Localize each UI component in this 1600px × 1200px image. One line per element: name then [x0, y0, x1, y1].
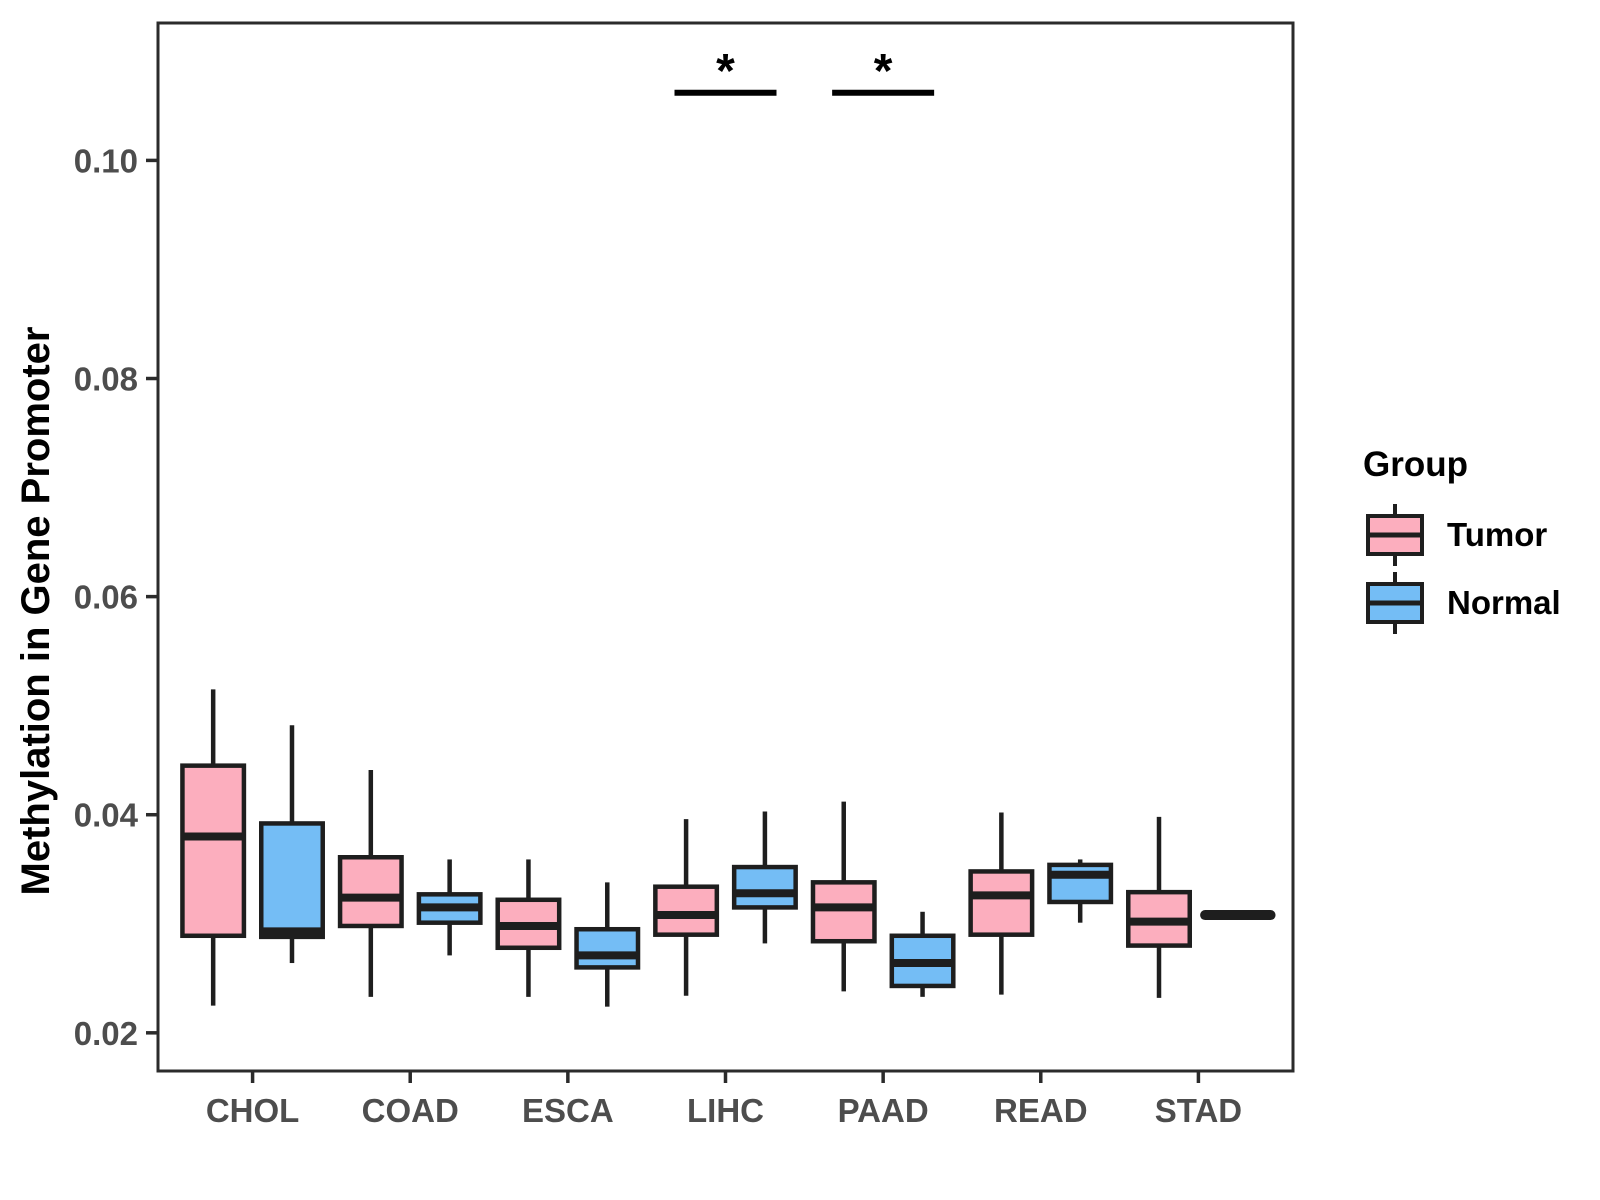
normal-boxplot-key-icon [1366, 572, 1424, 634]
box-Normal-READ [1047, 862, 1114, 905]
x-tick-label-LIHC: LIHC [687, 1092, 764, 1129]
box-Tumor-CHOL [180, 763, 247, 939]
x-tick-label-CHOL: CHOL [206, 1092, 300, 1129]
y-tick-label-0.04: 0.04 [74, 797, 139, 834]
x-tick-label-ESCA: ESCA [522, 1092, 614, 1129]
box-Tumor-READ [968, 869, 1035, 937]
box-Normal-CHOL [259, 821, 325, 940]
y-tick-label-0.06: 0.06 [74, 579, 138, 616]
y-tick-label-0.08: 0.08 [74, 361, 138, 398]
box-Tumor-PAAD [810, 880, 877, 944]
legend-title: Group [1363, 445, 1468, 484]
significance-star-PAAD: * [874, 45, 893, 98]
legend-label-normal: Normal [1447, 584, 1561, 621]
tumor-boxplot-key-icon [1366, 504, 1424, 566]
box-Tumor-COAD [337, 855, 404, 929]
significance-star-LIHC: * [716, 45, 735, 98]
box-Tumor-LIHC [653, 884, 720, 937]
legend-item-normal: Normal [1335, 569, 1600, 637]
legend: Group Tumor Normal [1335, 445, 1600, 637]
y-tick-label-0.10: 0.10 [74, 142, 138, 179]
x-tick-label-STAD: STAD [1155, 1092, 1242, 1129]
box-Normal-LIHC [731, 864, 798, 910]
x-tick-label-PAAD: PAAD [838, 1092, 929, 1129]
x-tick-label-READ: READ [994, 1092, 1088, 1129]
legend-item-tumor: Tumor [1335, 501, 1600, 569]
panel-border [156, 21, 1295, 1073]
x-tick-label-COAD: COAD [362, 1092, 459, 1129]
y-axis-title: Methylation in Gene Promoter [14, 326, 58, 896]
legend-label-tumor: Tumor [1447, 516, 1548, 553]
box-Normal-ESCA [574, 926, 641, 970]
y-tick-label-0.02: 0.02 [74, 1015, 138, 1052]
